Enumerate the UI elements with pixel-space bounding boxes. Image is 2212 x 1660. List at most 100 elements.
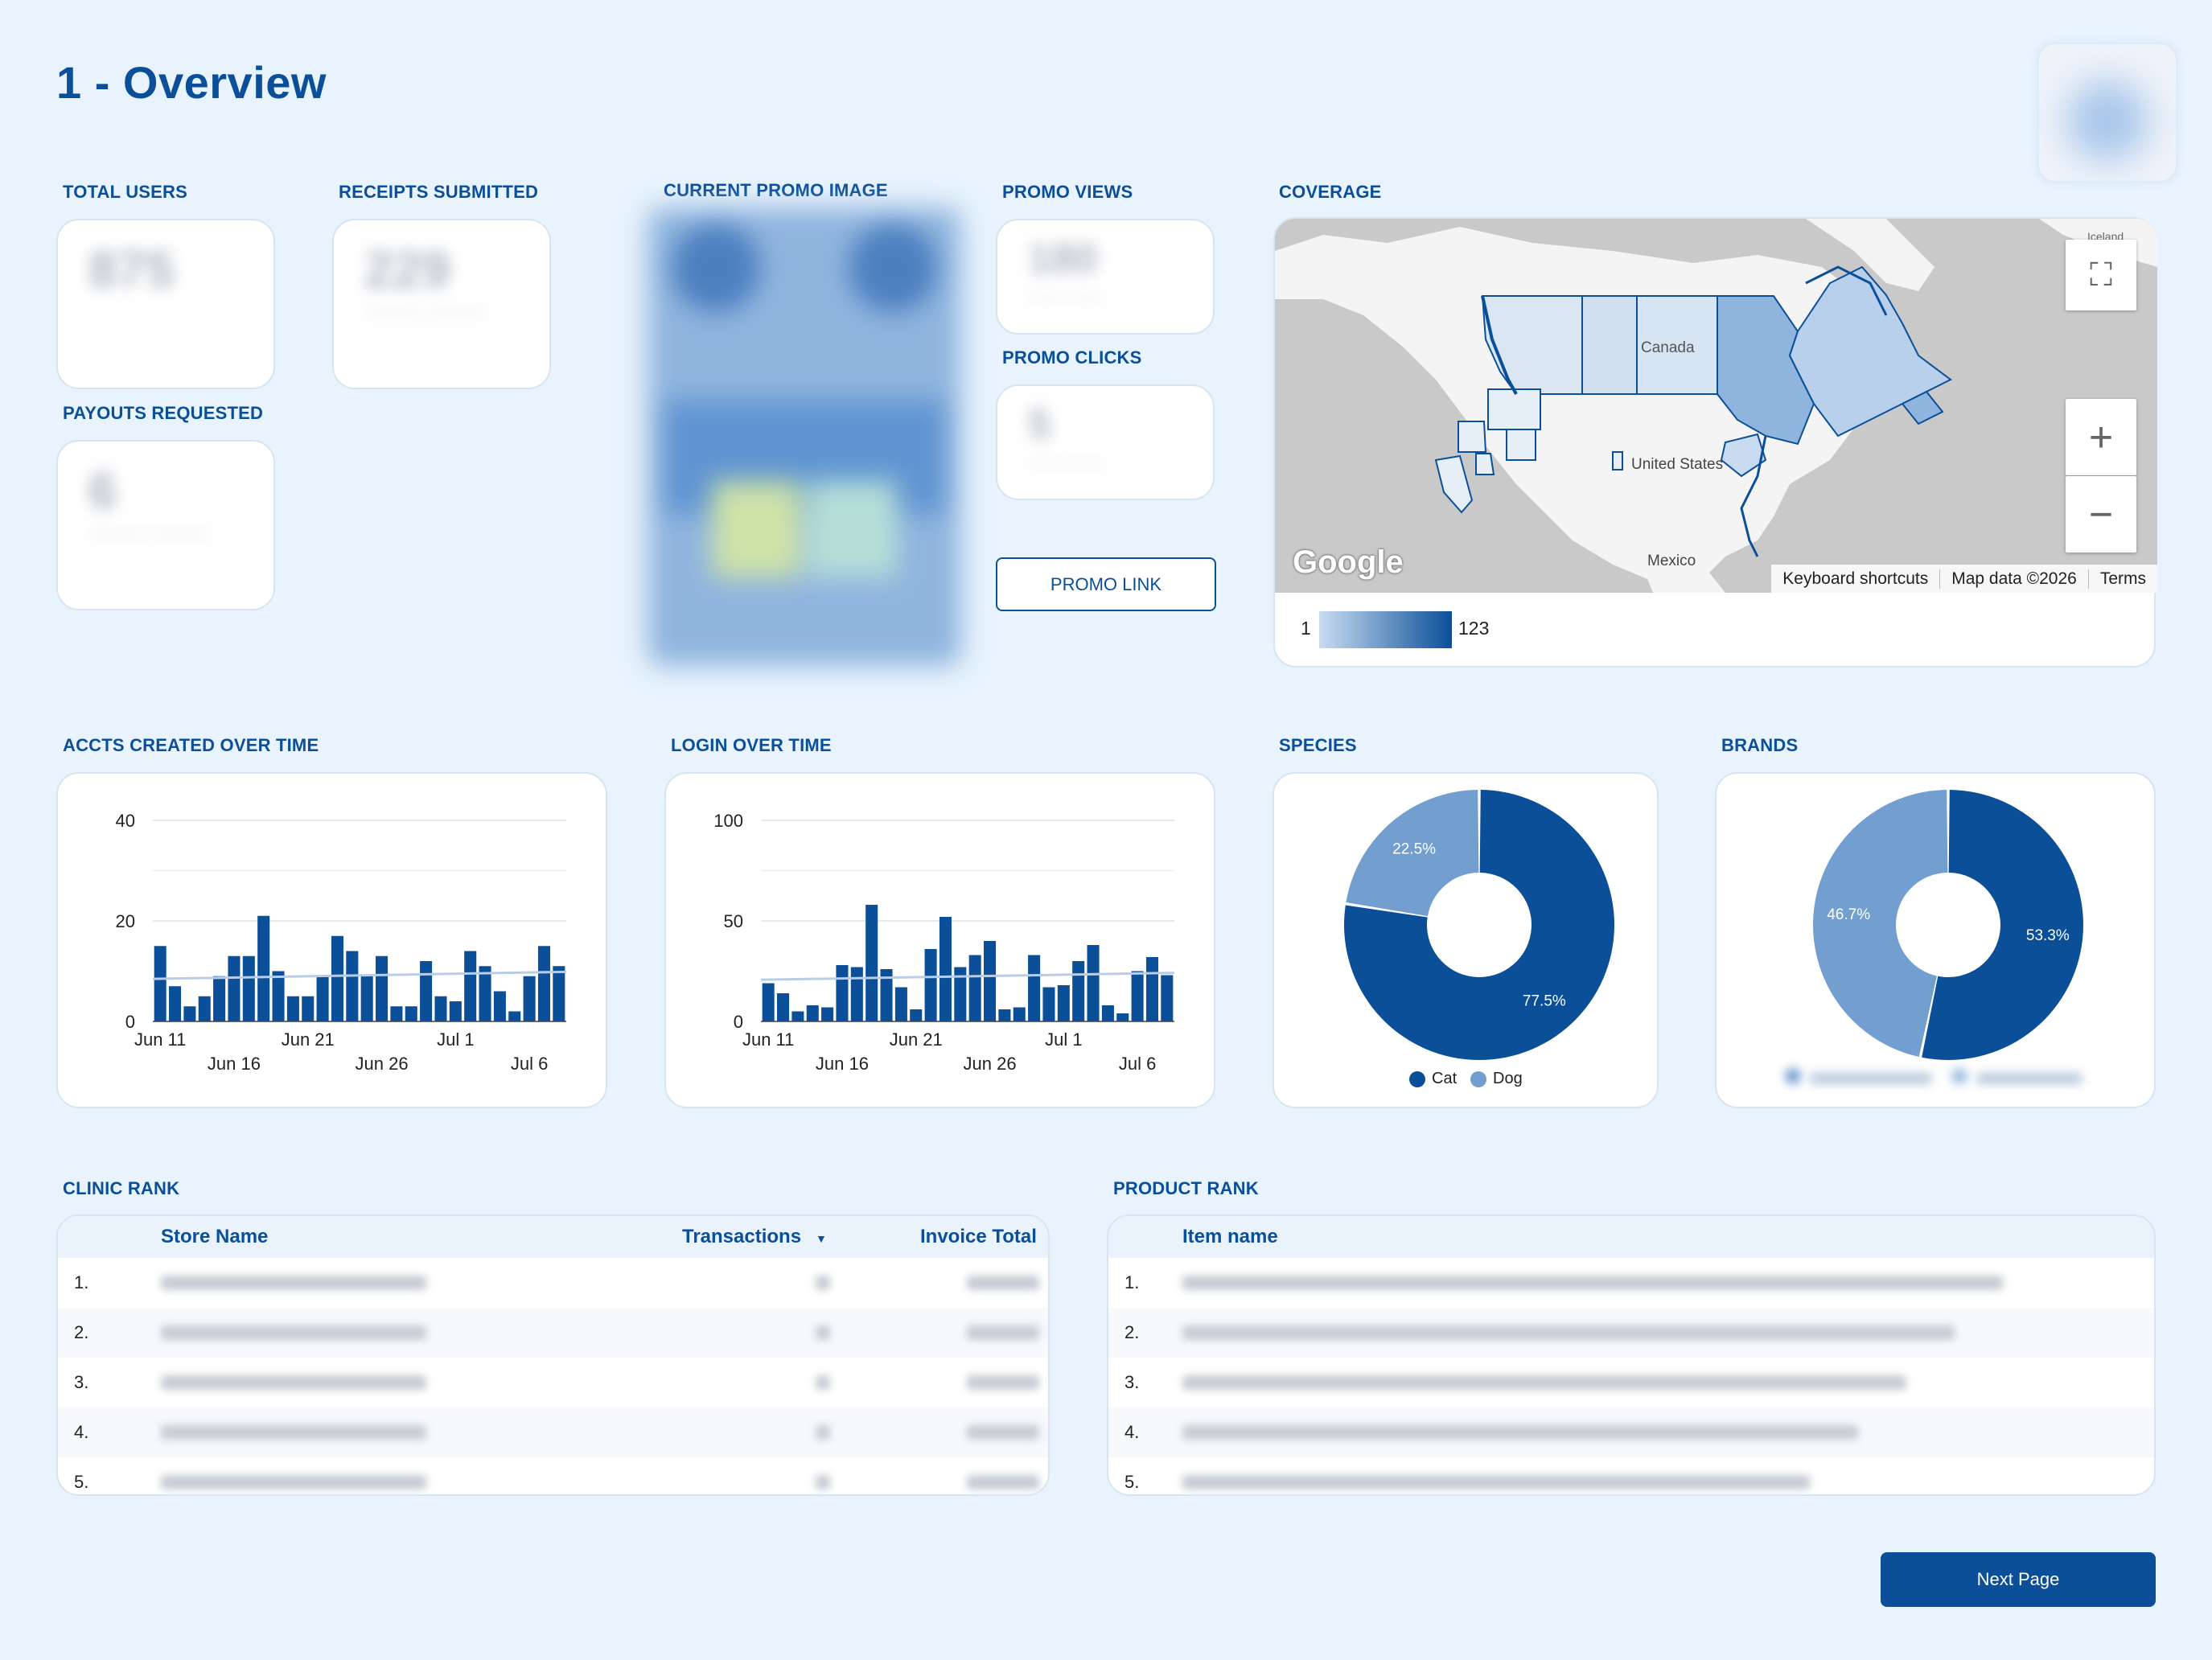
product-table-header: Item name (1108, 1216, 2154, 1258)
store-name-header[interactable]: Store Name (161, 1226, 269, 1247)
bar[interactable] (420, 961, 433, 1021)
bar[interactable] (523, 976, 536, 1021)
bar[interactable] (791, 1011, 804, 1022)
bar[interactable] (434, 996, 447, 1021)
zoom-out-button[interactable]: − (2066, 476, 2136, 553)
receipts-submitted-sub: ——— ——— (364, 301, 486, 323)
bar[interactable] (1161, 975, 1174, 1022)
bar[interactable] (880, 969, 893, 1021)
bar[interactable] (198, 996, 211, 1021)
y-tick-label: 50 (724, 911, 743, 931)
bar[interactable] (850, 967, 863, 1022)
donut-slice[interactable] (1813, 790, 1948, 1058)
dog-dot-icon (1470, 1070, 1486, 1087)
coverage-map-card: Canada United States Mexico Iceland ⛶ + … (1273, 217, 2157, 668)
table-row[interactable]: 4. (1108, 1407, 2154, 1457)
table-row[interactable]: 4. (58, 1407, 1048, 1457)
next-page-button[interactable]: Next Page (1881, 1552, 2156, 1607)
promo-link-button[interactable]: PROMO LINK (996, 557, 1216, 611)
bar[interactable] (390, 1006, 403, 1021)
invoice-total-header[interactable]: Invoice Total (920, 1226, 1037, 1247)
bar[interactable] (1013, 1007, 1026, 1022)
bar[interactable] (954, 967, 967, 1022)
coverage-map[interactable]: Canada United States Mexico Iceland ⛶ + … (1275, 219, 2157, 593)
bar[interactable] (1087, 945, 1100, 1021)
bar[interactable] (1145, 957, 1158, 1021)
table-row[interactable]: 3. (1108, 1358, 2154, 1407)
donut-slice[interactable] (1346, 790, 1479, 917)
x-tick-label: Jul 6 (1119, 1054, 1156, 1074)
donut-slice[interactable] (1344, 790, 1614, 1060)
bar[interactable] (154, 946, 167, 1021)
bar[interactable] (910, 1009, 923, 1021)
bar[interactable] (984, 941, 997, 1021)
bar[interactable] (302, 996, 315, 1021)
bar[interactable] (479, 966, 491, 1021)
bar[interactable] (272, 971, 285, 1022)
bar[interactable] (1101, 1005, 1114, 1021)
bar[interactable] (346, 951, 359, 1022)
bar[interactable] (183, 1006, 196, 1021)
bar[interactable] (1131, 971, 1144, 1022)
bar[interactable] (405, 1006, 417, 1021)
bar[interactable] (376, 955, 389, 1021)
bar[interactable] (762, 983, 775, 1022)
bar[interactable] (316, 976, 329, 1021)
bar[interactable] (493, 991, 506, 1022)
donut-slice[interactable] (1922, 790, 2084, 1060)
bar[interactable] (939, 917, 952, 1021)
bar[interactable] (257, 915, 270, 1021)
keyboard-shortcuts-link[interactable]: Keyboard shortcuts (1782, 569, 1929, 588)
payouts-requested-value: 6 (88, 462, 117, 520)
bar[interactable] (1057, 985, 1070, 1021)
bar[interactable] (924, 949, 937, 1021)
transactions-header[interactable]: Transactions (682, 1226, 802, 1247)
bar[interactable] (242, 955, 255, 1021)
bar[interactable] (464, 951, 477, 1022)
bar[interactable] (821, 1007, 834, 1022)
x-tick-label: Jun 21 (890, 1029, 943, 1050)
terms-link[interactable]: Terms (2087, 569, 2157, 589)
fullscreen-button[interactable]: ⛶ (2066, 240, 2136, 310)
bar[interactable] (806, 1005, 819, 1021)
bar[interactable] (836, 965, 849, 1021)
table-row[interactable]: 5. (1108, 1457, 2154, 1494)
rank-number: 2. (1125, 1322, 1140, 1342)
bar[interactable] (1116, 1013, 1129, 1021)
redacted-cell (1182, 1276, 2003, 1290)
table-row[interactable]: 3. (58, 1358, 1048, 1407)
bar[interactable] (213, 976, 226, 1021)
bar[interactable] (449, 1001, 462, 1021)
promo-views-label: PROMO VIEWS (1002, 182, 1133, 202)
zoom-in-button[interactable]: + (2066, 399, 2136, 475)
login-chart-card: 0 50 100 Jun 11 Jun 21 Jul 1 Jun 16 Jun 26 Jul 6 (664, 772, 1215, 1108)
legend-cat-label: Cat (1432, 1070, 1458, 1087)
bar[interactable] (865, 905, 878, 1021)
bar[interactable] (331, 935, 343, 1021)
item-name-header[interactable]: Item name (1182, 1226, 1278, 1247)
redacted-cell (161, 1325, 426, 1340)
sort-desc-icon[interactable]: ▼ (816, 1232, 827, 1245)
table-row[interactable]: 2. (58, 1308, 1048, 1358)
bar[interactable] (1072, 961, 1085, 1021)
total-users-value: 875 (88, 240, 175, 298)
bar[interactable] (777, 993, 790, 1021)
table-row[interactable]: 1. (58, 1258, 1048, 1308)
bar[interactable] (360, 976, 373, 1021)
bar[interactable] (228, 955, 241, 1021)
bar[interactable] (1028, 955, 1041, 1022)
bar[interactable] (968, 955, 981, 1022)
table-row[interactable]: 1. (1108, 1258, 2154, 1308)
bar[interactable] (286, 996, 299, 1021)
payouts-requested-label: PAYOUTS REQUESTED (63, 403, 264, 423)
bar[interactable] (169, 986, 182, 1021)
bar[interactable] (537, 946, 550, 1021)
bar[interactable] (1042, 987, 1055, 1022)
legend-min: 1 (1301, 618, 1311, 639)
table-row[interactable]: 2. (1108, 1308, 2154, 1358)
bar[interactable] (553, 966, 565, 1021)
bar[interactable] (894, 987, 907, 1022)
table-row[interactable]: 5. (58, 1457, 1048, 1494)
bar[interactable] (998, 1009, 1011, 1021)
bar[interactable] (508, 1011, 521, 1022)
